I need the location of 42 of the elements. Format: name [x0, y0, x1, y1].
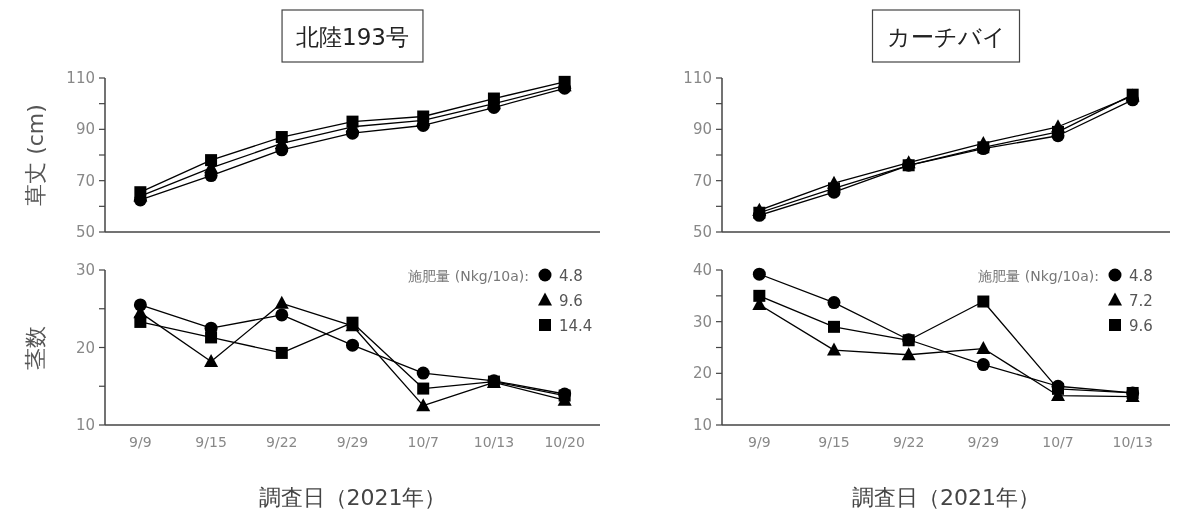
x-tick-label: 9/29	[336, 434, 369, 450]
y-tick-label: 40	[692, 261, 712, 279]
y-tick-label: 50	[75, 223, 95, 241]
legend-label: 9.6	[1129, 317, 1153, 335]
x-tick-label: 10/7	[407, 434, 439, 450]
x-tick-label: 9/22	[266, 434, 298, 450]
x-axis-title: 調査日（2021年）	[258, 485, 447, 510]
y-axis-title: 草丈 (cm)	[23, 104, 48, 206]
legend-label: 14.4	[559, 317, 593, 335]
legend-label: 9.6	[559, 292, 583, 310]
x-tick-label: 9/22	[892, 434, 925, 450]
y-tick-label: 30	[692, 312, 712, 331]
x-tick-label: 9/9	[748, 434, 771, 450]
y-axis-title: 茎数	[23, 325, 48, 370]
y-tick-label: 50	[692, 223, 712, 241]
y-tick-label: 90	[75, 120, 95, 139]
x-tick-label: 9/29	[967, 434, 1000, 450]
y-tick-label: 10	[692, 416, 712, 434]
x-tick-label: 10/13	[1112, 434, 1153, 450]
y-tick-label: 30	[75, 261, 95, 279]
legend-label: 4.8	[1129, 267, 1153, 285]
legend-label: 7.2	[1129, 292, 1153, 310]
y-tick-label: 10	[75, 416, 95, 434]
y-tick-label: 110	[683, 69, 712, 87]
y-tick-label: 20	[692, 364, 712, 383]
y-tick-label: 70	[75, 171, 95, 190]
x-tick-label: 9/15	[195, 434, 227, 450]
legend-label: 4.8	[559, 267, 583, 285]
y-tick-label: 90	[692, 120, 712, 139]
x-tick-label: 10/20	[544, 434, 585, 450]
x-axis-title: 調査日（2021年）	[852, 485, 1040, 510]
y-tick-label: 20	[75, 338, 95, 357]
x-tick-label: 10/13	[473, 434, 515, 450]
x-tick-label: 9/9	[129, 434, 152, 450]
x-tick-label: 10/7	[1042, 434, 1074, 450]
legend-title: 施肥量 (Nkg/10a):	[408, 268, 529, 284]
chart-title: カーチバイ	[886, 24, 1006, 50]
y-tick-label: 70	[692, 171, 712, 190]
y-tick-label: 110	[66, 69, 95, 87]
x-tick-label: 9/15	[818, 434, 850, 450]
chart-title: 北陸193号	[296, 24, 409, 50]
legend-title: 施肥量 (Nkg/10a):	[978, 268, 1099, 284]
